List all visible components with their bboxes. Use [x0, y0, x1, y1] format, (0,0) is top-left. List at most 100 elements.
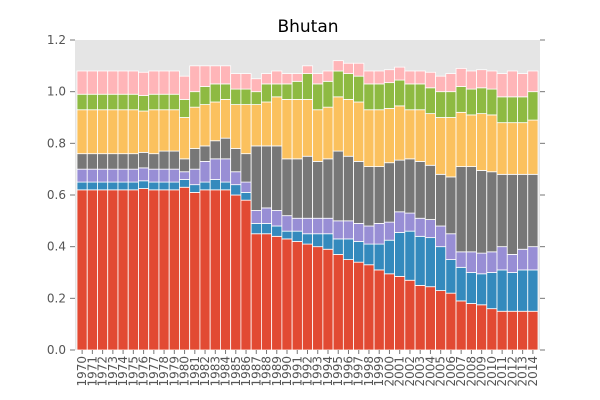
bar-segment-2013-s6 — [517, 73, 529, 98]
bar-segment-1997-s0 — [353, 261, 365, 351]
x-tick-label-1997: 1997 — [352, 356, 366, 387]
bar-segment-1998-s0 — [363, 264, 375, 351]
x-tick-label-2007: 2007 — [454, 356, 468, 387]
bar-segment-1978-s0 — [158, 189, 170, 351]
bar-segment-1978-s6 — [158, 70, 170, 95]
bar-segment-2004-s4 — [424, 113, 436, 166]
bar-segment-2009-s5 — [476, 87, 488, 115]
bar-segment-1988-s6 — [260, 73, 273, 85]
bar-segment-1973-s5 — [107, 93, 119, 111]
bar-segment-1998-s4 — [363, 109, 375, 167]
bar-segment-1990-s5 — [281, 83, 293, 100]
bar-segment-2011-s0 — [496, 310, 508, 351]
bar-segment-1984-s3 — [220, 137, 232, 160]
x-tick-label-1995: 1995 — [331, 356, 345, 387]
bar-segment-1982-s4 — [199, 104, 211, 147]
bar-segment-2006-s2 — [445, 233, 457, 260]
y-tick-label: 1.0 — [47, 85, 66, 99]
bar-segment-1995-s6 — [332, 60, 344, 72]
bar-segment-2014-s2 — [527, 246, 539, 271]
bar-segment-1985-s1 — [230, 184, 242, 196]
bar-segment-2003-s6 — [414, 70, 426, 85]
bar-segment-1975-s6 — [127, 70, 139, 95]
x-tick-label-2005: 2005 — [434, 356, 448, 387]
bar-segment-2007-s1 — [455, 266, 467, 302]
x-tick-label-2008: 2008 — [464, 356, 478, 387]
x-tick-label-1993: 1993 — [311, 356, 325, 387]
bar-segment-1979-s0 — [168, 189, 180, 351]
bar-segment-1999-s4 — [373, 109, 385, 167]
bar-segment-1997-s4 — [353, 101, 365, 162]
bar-segment-1995-s5 — [332, 70, 344, 98]
bar-segment-1979-s5 — [168, 93, 180, 111]
bar-segment-2009-s1 — [476, 273, 488, 306]
bar-segment-2010-s4 — [486, 114, 498, 173]
bar-segment-1979-s1 — [168, 181, 180, 191]
bar-segment-1973-s2 — [107, 168, 119, 183]
bar-segment-1996-s5 — [342, 73, 354, 100]
bar-segment-1985-s3 — [230, 148, 242, 173]
x-tick-label-2003: 2003 — [413, 356, 427, 387]
bar-segment-2011-s1 — [496, 269, 508, 312]
bar-segment-2001-s4 — [394, 105, 406, 161]
bar-segment-2007-s5 — [455, 86, 467, 113]
bar-segment-2006-s4 — [445, 117, 457, 178]
bar-segment-1988-s5 — [260, 83, 273, 103]
x-tick-label-1974: 1974 — [116, 356, 130, 387]
bar-segment-1972-s2 — [97, 168, 109, 183]
bar-segment-2001-s5 — [394, 79, 406, 107]
bar-segment-1983-s4 — [209, 101, 221, 142]
bar-segment-2011-s6 — [496, 73, 508, 98]
bar-segment-1990-s6 — [281, 73, 293, 85]
x-tick-label-1972: 1972 — [96, 356, 110, 387]
bar-segment-1981-s5 — [189, 91, 201, 108]
bar-segment-1979-s6 — [168, 70, 180, 95]
bar-segment-2009-s0 — [476, 304, 488, 351]
bar-segment-1982-s1 — [199, 181, 211, 191]
bar-segment-2002-s6 — [404, 70, 416, 85]
x-tick-label-2004: 2004 — [423, 356, 437, 387]
bar-segment-2012-s5 — [506, 96, 518, 124]
bar-segment-2001-s1 — [394, 232, 406, 277]
bar-segment-1996-s2 — [342, 220, 354, 240]
bar-segment-2003-s1 — [414, 235, 426, 286]
bar-segment-2005-s1 — [435, 246, 447, 291]
bar-segment-1986-s4 — [240, 104, 252, 155]
bar-segment-2001-s0 — [394, 275, 406, 351]
bar-segment-1979-s2 — [168, 168, 180, 183]
bar-segment-1988-s3 — [260, 145, 273, 209]
bar-segment-1992-s1 — [301, 233, 314, 245]
x-tick-label-2010: 2010 — [485, 356, 499, 387]
bar-segment-2007-s4 — [455, 111, 467, 167]
bar-segment-1996-s6 — [342, 62, 354, 74]
bar-segment-1998-s3 — [363, 166, 375, 227]
bar-segment-1994-s5 — [322, 80, 334, 108]
bar-segment-1970-s6 — [76, 70, 88, 95]
x-tick-label-1982: 1982 — [198, 356, 212, 387]
bar-segment-1971-s4 — [86, 109, 98, 155]
bar-segment-2001-s6 — [394, 66, 406, 81]
x-tick-label-1988: 1988 — [260, 356, 274, 387]
y-tick-label: 1.2 — [47, 33, 66, 47]
bar-segment-1996-s1 — [342, 238, 354, 260]
bar-segment-1977-s3 — [148, 153, 160, 170]
bar-segment-1986-s2 — [240, 181, 252, 193]
x-tick-label-1981: 1981 — [188, 356, 202, 387]
bar-segment-1995-s0 — [332, 254, 344, 351]
bar-segment-2008-s3 — [465, 166, 477, 253]
x-tick-label-2013: 2013 — [516, 356, 530, 387]
bar-segment-1994-s6 — [322, 70, 334, 82]
bar-segment-1995-s1 — [332, 238, 344, 255]
bar-segment-1983-s5 — [209, 83, 221, 103]
bar-segment-2010-s2 — [486, 251, 498, 273]
bar-segment-1976-s4 — [138, 110, 150, 153]
bar-segment-1977-s2 — [148, 168, 160, 183]
x-tick-label-2014: 2014 — [526, 356, 540, 387]
bar-segment-2011-s2 — [496, 246, 508, 271]
bar-segment-1997-s2 — [353, 223, 365, 242]
y-tick-label: 0.6 — [47, 188, 66, 202]
bar-segment-2014-s1 — [527, 269, 539, 312]
x-tick-label-1985: 1985 — [229, 356, 243, 387]
bar-segment-1994-s0 — [322, 248, 334, 351]
bar-segment-1973-s6 — [107, 70, 119, 95]
